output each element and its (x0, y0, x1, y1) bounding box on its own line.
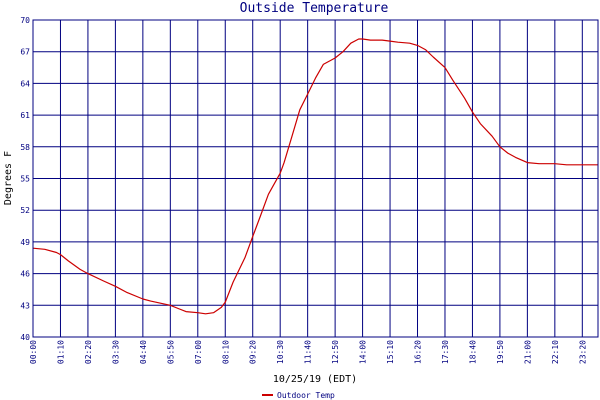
x-tick-label: 17:30 (441, 340, 450, 364)
series-layer (32, 38, 598, 315)
x-tick-labels: 00:00 01:10 02:20 03:30 04:40 05:50 07:00 08:10… (29, 340, 587, 364)
x-tick-label: 09:20 (249, 340, 258, 364)
legend: Outdoor Temp (262, 391, 335, 400)
legend-label: Outdoor Temp (277, 391, 335, 400)
x-tick-label: 10:30 (276, 340, 285, 364)
x-tick-label: 16:20 (414, 340, 423, 364)
x-tick-label: 23:20 (578, 340, 587, 364)
x-tick-label: 12:50 (331, 340, 340, 364)
y-tick-label: 55 (20, 175, 30, 184)
y-axis-label: Degrees F (3, 151, 14, 205)
x-tick-label: 00:00 (29, 340, 38, 364)
x-tick-label: 14:00 (359, 340, 368, 364)
x-tick-label: 22:10 (551, 340, 560, 364)
x-axis-label: 10/25/19 (EDT) (273, 374, 357, 385)
chart-title: Outside Temperature (240, 1, 389, 16)
y-tick-label: 52 (20, 206, 30, 215)
y-tick-label: 46 (20, 270, 30, 279)
y-tick-label: 64 (20, 79, 30, 88)
y-tick-label: 67 (20, 48, 30, 57)
y-tick-label: 43 (20, 301, 30, 310)
x-tick-label: 07:00 (194, 340, 203, 364)
x-tick-label: 11:40 (304, 340, 313, 364)
x-tick-label: 19:50 (496, 340, 505, 364)
y-tick-label: 70 (20, 16, 30, 25)
y-tick-label: 40 (20, 333, 30, 342)
series-line-outdoor-temp (32, 38, 598, 315)
y-tick-label: 49 (20, 238, 30, 247)
y-tick-label: 58 (20, 143, 30, 152)
x-tick-label: 05:50 (166, 340, 175, 364)
x-tick-label: 01:10 (56, 340, 65, 364)
y-tick-label: 61 (20, 111, 30, 120)
x-tick-label: 04:40 (139, 340, 148, 364)
y-tick-labels: 40 43 46 49 52 55 58 61 64 67 70 (20, 16, 30, 342)
x-tick-label: 15:10 (386, 340, 395, 364)
x-tick-label: 02:20 (84, 340, 93, 364)
x-tick-label: 21:00 (523, 340, 532, 364)
x-tick-label: 18:40 (468, 340, 477, 364)
x-tick-label: 08:10 (221, 340, 230, 364)
plot-frame (32, 19, 599, 338)
x-tick-label: 03:30 (111, 340, 120, 364)
